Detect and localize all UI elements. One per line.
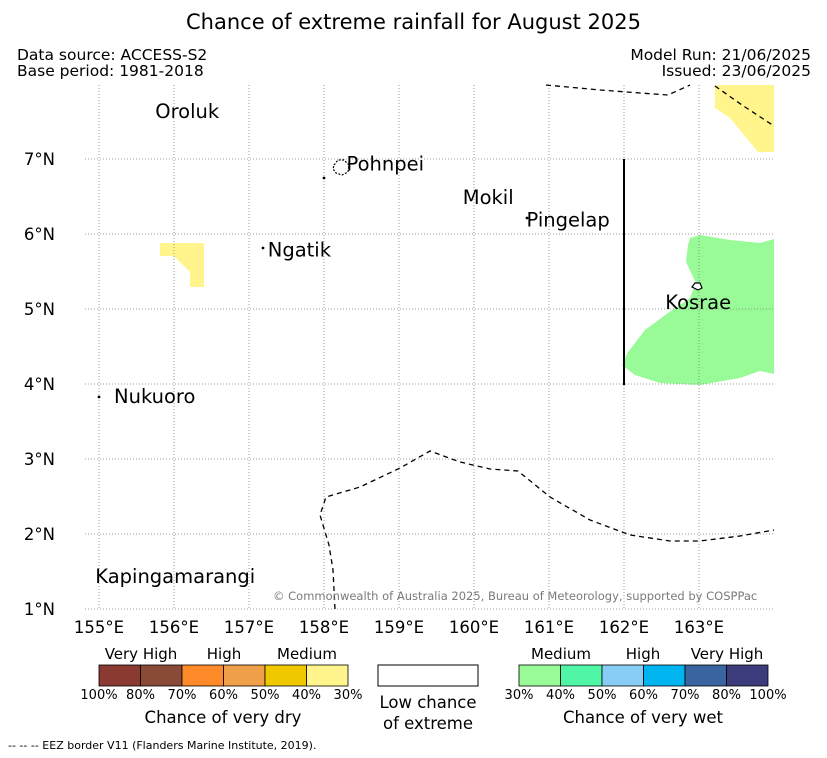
dry-percent-tick: 50% — [250, 688, 280, 703]
place-labels: Oroluk Pohnpei Mokil Pingelap Ngatik Kosrae Nu… — [95, 100, 731, 588]
lon-tick-label: 158°E — [299, 618, 349, 637]
model-run: Model Run: 21/06/2025 — [630, 46, 811, 64]
colorbar-cell — [560, 664, 603, 687]
lon-tick-label: 156°E — [149, 618, 199, 637]
place-label-ngatik: Ngatik — [268, 239, 332, 262]
colorbar-cell — [306, 664, 349, 687]
lon-tick-label: 159°E — [374, 618, 424, 637]
eez-border-south — [319, 450, 775, 610]
colorbar-cell — [684, 664, 727, 687]
wet-colorbar — [518, 664, 769, 687]
colorbar-cell — [98, 664, 141, 687]
colorbar-cell — [601, 664, 644, 687]
axis-labels: 155°E 156°E 157°E 158°E 159°E 160°E 161°E 162°E… — [24, 150, 724, 637]
lon-tick-label: 160°E — [449, 618, 499, 637]
wet-percent-tick: 60% — [629, 688, 658, 703]
low-chance-box — [377, 664, 479, 687]
map-title: Chance of extreme rainfall for August 20… — [186, 10, 641, 34]
lat-tick-label: 7°N — [24, 150, 55, 169]
lat-tick-label: 2°N — [24, 525, 55, 544]
dry-category-label: Medium — [277, 645, 337, 663]
lon-tick-label: 155°E — [74, 618, 124, 637]
dry-percent-tick: 60% — [209, 688, 238, 703]
colorbar-cell — [223, 664, 266, 687]
place-label-nukuoro: Nukuoro — [114, 385, 195, 408]
lat-tick-label: 6°N — [24, 225, 55, 244]
lon-tick-label: 157°E — [224, 618, 274, 637]
place-label-mokil: Mokil — [463, 186, 514, 209]
dry-category-label: Very High — [104, 645, 178, 663]
colorbar-cell — [140, 664, 183, 687]
lon-tick-label: 161°E — [524, 618, 574, 637]
wet-percent-tick: 50% — [587, 688, 617, 703]
colorbar-cell — [264, 664, 307, 687]
wet-percent-tick: 40% — [546, 688, 575, 703]
low-chance-label: of extreme — [382, 714, 474, 733]
wet-percent-tick: 30% — [504, 688, 534, 703]
dry-category-label: High — [206, 645, 242, 663]
wet-category-label: High — [625, 645, 661, 663]
nukuoro-atoll — [97, 395, 101, 399]
wet-percent-tick: 70% — [670, 688, 700, 703]
base-period: Base period: 1981-2018 — [17, 62, 204, 80]
eez-note: -- -- -- EEZ border V11 (Flanders Marine… — [8, 739, 317, 752]
legend — [98, 664, 769, 687]
colorbar-cell — [643, 664, 686, 687]
wet-category-label: Medium — [531, 645, 591, 663]
wet-percent-tick: 80% — [712, 688, 741, 703]
wet-percent-tick: 100% — [749, 688, 787, 703]
dry-area-northeast — [715, 85, 774, 152]
colorbar-cell — [726, 664, 769, 687]
eez-border-northeast — [714, 85, 775, 127]
eez-border-north — [545, 84, 691, 96]
data-source: Data source: ACCESS-S2 — [17, 46, 208, 64]
colorbar-cell — [181, 664, 224, 687]
kosrae-island — [691, 282, 703, 291]
issued-date: Issued: 23/06/2025 — [661, 62, 811, 80]
wet-area-kosrae — [622, 235, 774, 385]
dry-percent-tick: 70% — [167, 688, 197, 703]
dry-percent-tick: 80% — [126, 688, 155, 703]
mokil-atoll — [322, 176, 326, 180]
islands — [97, 159, 703, 399]
lat-tick-label: 3°N — [24, 450, 55, 469]
dry-percent-tick: 30% — [333, 688, 363, 703]
low-chance-label: Low chance — [379, 693, 477, 712]
wet-legend-title: Chance of very wet — [563, 708, 723, 727]
place-label-kapingamarangi: Kapingamarangi — [95, 565, 255, 588]
eez-borders — [319, 84, 775, 610]
rainfall-shading — [160, 85, 774, 385]
dry-legend-title: Chance of very dry — [144, 708, 302, 727]
place-label-kosrae: Kosrae — [665, 291, 731, 314]
lat-tick-label: 1°N — [24, 600, 55, 619]
place-label-pingelap: Pingelap — [527, 209, 610, 232]
colorbar-cell — [518, 664, 561, 687]
dry-percent-tick: 40% — [292, 688, 321, 703]
wet-category-label: Very High — [690, 645, 764, 663]
dry-percent-tick: 100% — [80, 688, 118, 703]
lat-tick-label: 5°N — [24, 300, 55, 319]
copyright-note: © Commonwealth of Australia 2025, Bureau… — [273, 589, 757, 603]
pingelap-atoll — [525, 216, 529, 220]
lon-tick-label: 162°E — [599, 618, 649, 637]
ngatik-atoll — [261, 246, 265, 250]
dry-area-ngatik — [160, 243, 204, 287]
lon-tick-label: 163°E — [674, 618, 724, 637]
dry-colorbar — [98, 664, 349, 687]
place-label-oroluk: Oroluk — [155, 100, 220, 123]
lat-tick-label: 4°N — [24, 375, 55, 394]
place-label-pohnpei: Pohnpei — [347, 152, 425, 175]
pohnpei-island — [332, 159, 350, 176]
